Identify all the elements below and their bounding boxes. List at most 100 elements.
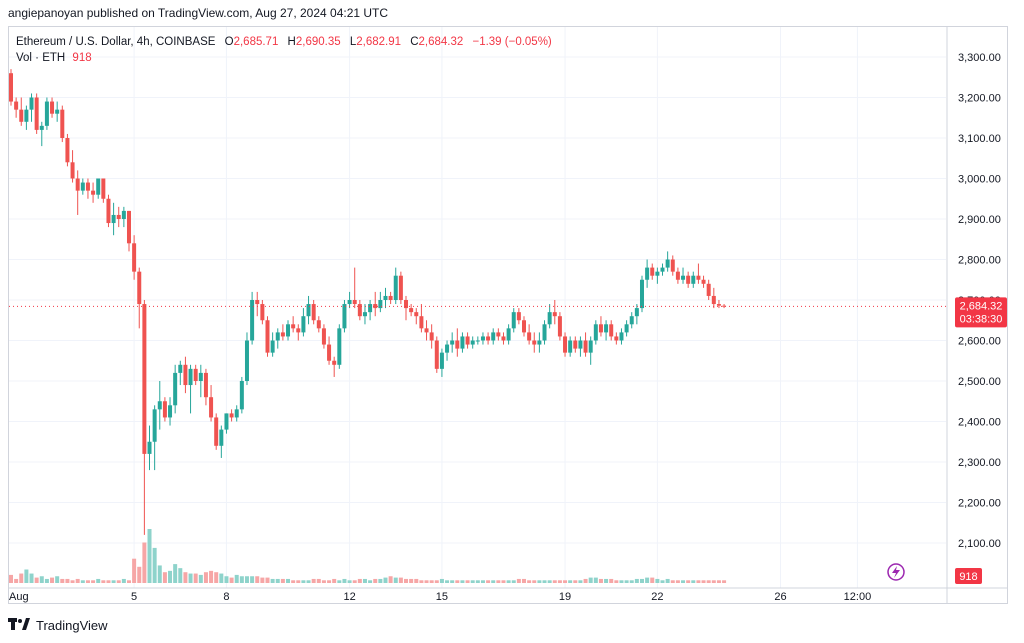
candle-body	[111, 214, 116, 224]
candle-body	[480, 336, 485, 341]
volume-bar	[439, 578, 444, 583]
candle-body	[629, 316, 634, 325]
candle-body	[614, 336, 619, 341]
candle-body	[265, 320, 270, 353]
volume-bar	[291, 580, 296, 583]
x-tick-label: 22	[651, 591, 663, 603]
candle-body	[670, 259, 675, 272]
y-tick-label: 2,900.00	[958, 214, 1001, 226]
candle-body	[229, 413, 234, 418]
candle-body	[470, 340, 475, 345]
tradingview-logo-icon	[8, 618, 30, 633]
volume-bar	[573, 580, 578, 583]
candle-body	[14, 101, 19, 110]
volume-bar	[722, 580, 727, 583]
chart-frame	[8, 26, 1008, 604]
candle-body	[501, 336, 506, 341]
volume-bar	[111, 580, 116, 583]
volume-bar	[55, 576, 60, 583]
candle-body	[429, 332, 434, 341]
volume-bar	[362, 578, 367, 583]
candle-body	[147, 441, 152, 454]
candle-body	[511, 312, 516, 329]
volume-bar	[183, 572, 188, 583]
volume-bar	[511, 580, 516, 583]
candle-body	[203, 372, 208, 398]
volume-bar	[29, 573, 34, 583]
candle-body	[142, 304, 147, 454]
last-price-tag-value: 2,684.32	[960, 300, 1003, 312]
volume-bar	[373, 578, 378, 583]
candle-body	[686, 275, 691, 284]
candle-body	[173, 372, 178, 406]
lightning-icon[interactable]	[887, 563, 905, 581]
candle-body	[398, 275, 403, 300]
candle-body	[711, 295, 716, 305]
volume-bar	[450, 580, 455, 583]
volume-value: 918	[72, 52, 92, 64]
volume-bar	[260, 577, 265, 583]
candle-body	[527, 332, 532, 341]
candle-body	[665, 259, 670, 268]
volume-bar	[624, 580, 629, 583]
volume-bar	[496, 580, 501, 583]
candle-body	[60, 109, 65, 138]
volume-bar	[347, 580, 352, 583]
volume-bar	[121, 578, 126, 583]
volume-bar	[619, 580, 624, 583]
ohlc-legend-row: Ethereum / U.S. Dollar, 4h, COINBASE O2,…	[16, 34, 552, 50]
candle-body	[321, 328, 326, 345]
volume-bar	[588, 577, 593, 583]
volume-bar	[193, 573, 198, 583]
candle-body	[491, 332, 496, 341]
volume-bar	[70, 580, 75, 583]
volume-bar	[614, 580, 619, 583]
volume-bar	[532, 580, 537, 583]
candle-body	[168, 405, 173, 418]
candle-body	[286, 324, 291, 337]
candle-body	[209, 397, 214, 418]
volume-bar	[460, 580, 465, 583]
volume-bar	[655, 578, 660, 583]
volume-bar	[244, 576, 249, 583]
volume-bar	[593, 577, 598, 583]
tradingview-footer[interactable]: TradingView	[8, 618, 108, 633]
volume-bar	[306, 580, 311, 583]
countdown-tag-value: 03:38:30	[960, 313, 1003, 325]
volume-bar	[234, 574, 239, 583]
volume-bar	[311, 578, 316, 583]
volume-bar	[583, 578, 588, 583]
volume-bar	[162, 572, 167, 583]
candle-body	[706, 283, 711, 296]
candle-body	[337, 328, 342, 365]
candle-body	[327, 344, 332, 361]
candle-body	[532, 340, 537, 345]
volume-bar	[681, 580, 686, 583]
candle-body	[593, 324, 598, 341]
candle-body	[639, 279, 644, 309]
volume-bar	[629, 580, 634, 583]
candle-body	[255, 300, 260, 305]
volume-bar	[178, 568, 183, 583]
candle-body	[434, 340, 439, 369]
volume-bar	[270, 578, 275, 583]
y-tick-label: 3,200.00	[958, 93, 1001, 105]
candle-body	[44, 101, 49, 126]
open-label: O	[224, 36, 234, 48]
candle-body	[573, 340, 578, 349]
volume-bar	[424, 580, 429, 583]
candle-body	[701, 279, 706, 284]
volume-bar	[352, 580, 357, 583]
volume-bar	[706, 580, 711, 583]
candle-body	[598, 324, 603, 333]
candle-body	[55, 109, 60, 114]
candle-body	[624, 324, 629, 333]
x-tick-label: 15	[436, 591, 448, 603]
volume-bar	[675, 580, 680, 583]
candle-body	[675, 271, 680, 280]
candle-body	[80, 182, 85, 191]
candle-body	[465, 336, 470, 345]
candle-body	[604, 324, 609, 333]
candle-body	[460, 336, 465, 349]
